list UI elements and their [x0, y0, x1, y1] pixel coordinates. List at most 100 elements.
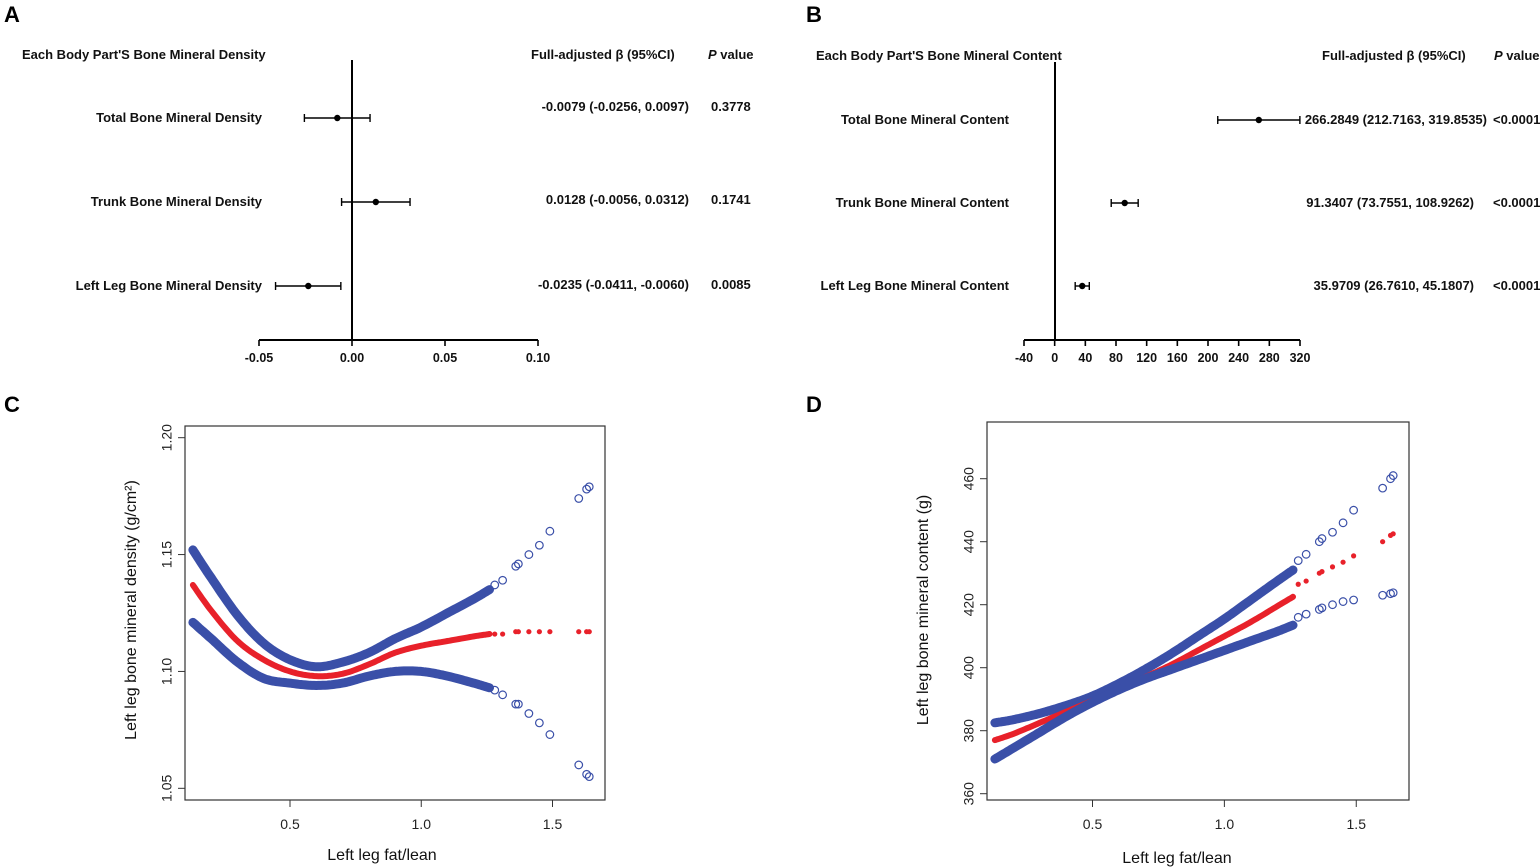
forest-b-marks-point-2	[1079, 282, 1086, 290]
smooth-c-marks-ci-point-0-3	[513, 559, 523, 569]
smooth-c-marks-ci-point-0-5	[534, 540, 544, 550]
smooth-d-marks-ci-point-2-3	[1317, 603, 1327, 613]
forest-a-row-ci-2: -0.0235 (-0.0411, -0.0060)	[538, 277, 689, 292]
smooth-c-ylabel: Left leg bone mineral density (g/cm²)	[123, 480, 140, 740]
forest-b-marks-tick-label-6: 200	[1198, 351, 1219, 365]
smooth-c-marks-series-2-ci	[188, 617, 494, 693]
forest-a-row-p-0: 0.3778	[711, 99, 751, 114]
forest-b-marks-tick-label-3: 80	[1109, 351, 1123, 365]
smooth-d-ylabel: Left leg bone mineral content (g)	[915, 495, 932, 725]
forest-b-header-label: Each Body Part'S Bone Mineral Content	[816, 48, 1062, 63]
forest-a-header-label: Each Body Part'S Bone Mineral Density	[22, 47, 266, 62]
smooth-d-marks-ci-point-2-6	[1349, 595, 1359, 605]
smooth-d-marks-fit-point-4	[1329, 564, 1336, 570]
forest-b-marks-tick-label-4: 120	[1136, 351, 1157, 365]
smooth-c-marks-ci-point-2-5	[534, 718, 544, 728]
smooth-d-marks-ci-point-0-5	[1338, 518, 1348, 528]
smooth-d-marks-y-tick-label-3: 420	[961, 593, 977, 617]
smooth-c-marks-ci-point-2-3	[513, 699, 523, 709]
smooth-c-plot-frame	[184, 425, 606, 801]
smooth-c-marks-y-tick-label-3: 1.20	[159, 424, 175, 451]
smooth-c-marks-ci-point-2-0	[490, 685, 500, 695]
forest-b-marks-tick-label-8: 280	[1259, 351, 1280, 365]
smooth-c-marks-fit-point-4	[526, 629, 532, 635]
smooth-c-marks-x-tick-label-2: 1.5	[543, 816, 563, 832]
forest-a-row-label-2: Left Leg Bone Mineral Density	[76, 278, 263, 293]
smooth-d-marks-y-tick-label-5: 460	[961, 467, 977, 491]
smooth-c-marks-fit-point-3	[515, 629, 521, 635]
smooth-d-marks-ci-point-2-7	[1378, 590, 1388, 600]
forest-b-row-p-0: <0.0001	[1493, 112, 1540, 127]
forest-b-row-ci-1: 91.3407 (73.7551, 108.9262)	[1306, 195, 1474, 210]
smooth-d-marks-ci-point-2-1	[1301, 609, 1311, 619]
smooth-c-marks-ci-point-2-1	[498, 690, 508, 700]
smooth-curve-bmc: Left leg fat/lean Left leg bone mineral …	[915, 421, 1410, 867]
smooth-d-marks-ci-point-0-1	[1301, 549, 1311, 559]
smooth-d-marks-ci-point-0-7	[1378, 483, 1388, 493]
smooth-d-marks-y-tick-label-1: 380	[961, 719, 977, 743]
forest-b-marks-point-1	[1121, 199, 1128, 207]
forest-a-row-ci-1: 0.0128 (-0.0056, 0.0312)	[546, 192, 689, 207]
smooth-c-marks-fit-point-6	[547, 629, 553, 635]
forest-a-row-label-0: Total Bone Mineral Density	[96, 110, 263, 125]
smooth-c-marks-y-tick-label-2: 1.15	[159, 541, 175, 568]
smooth-c-marks-ci-point-0-8	[582, 484, 592, 494]
smooth-d-marks-fit-point-7	[1380, 539, 1386, 545]
smooth-c-marks-fit-point-9	[586, 629, 592, 635]
smooth-d-marks-ci-point-2-9	[1388, 588, 1398, 598]
smooth-d-marks-fit-point-9	[1390, 531, 1396, 537]
smooth-d-plot-frame	[986, 421, 1410, 801]
smooth-d-marks-fit-point-3	[1319, 569, 1325, 575]
forest-b-row-label-1: Trunk Bone Mineral Content	[836, 195, 1010, 210]
forest-a-header-p: P value	[708, 47, 754, 62]
smooth-c-marks-series-1-fit	[189, 582, 493, 680]
smooth-d-marks-fit-point-0	[1295, 581, 1301, 587]
smooth-d-marks-ci-point-0-4	[1328, 527, 1337, 537]
smooth-c-marks-ci-point-0-9	[584, 482, 594, 492]
smooth-d-marks-ci-point-0-6	[1349, 505, 1359, 515]
forest-a-marks-tick-label-1: 0.00	[340, 351, 364, 365]
smooth-c-marks-y-tick-label-0: 1.05	[159, 774, 175, 801]
smooth-c-marks-fit-point-5	[536, 629, 542, 635]
smooth-c-marks-x-tick-label-1: 1.0	[412, 816, 432, 832]
smooth-d-marks-x-tick-label-2: 1.5	[1347, 816, 1367, 832]
forest-b-marks-tick-label-1: 0	[1051, 351, 1058, 365]
smooth-c-marks-fit-point-7	[576, 629, 582, 635]
forest-b-header-p: P value	[1494, 48, 1540, 63]
forest-a-row-p-1: 0.1741	[711, 192, 751, 207]
smooth-d-marks-ci-point-2-0	[1293, 612, 1303, 622]
smooth-c-marks-ci-point-0-6	[545, 526, 555, 536]
smooth-d-marks-fit-point-1	[1303, 578, 1309, 584]
smooth-d-marks-series-0-ci	[990, 565, 1298, 728]
smooth-d-marks-ci-point-2-5	[1338, 597, 1348, 606]
smooth-d-marks-y-tick-label-0: 360	[961, 782, 977, 806]
panel-label-b: B	[806, 2, 822, 27]
forest-a-header-beta: Full-adjusted β (95%CI)	[531, 47, 675, 62]
forest-b-row-ci-2: 35.9709 (26.7610, 45.1807)	[1314, 278, 1474, 293]
forest-a-marks-tick-label-2: 0.05	[433, 351, 457, 365]
forest-b-row-ci-0: 266.2849 (212.7163, 319.8535)	[1305, 112, 1487, 127]
forest-a-row-ci-0: -0.0079 (-0.0256, 0.0097)	[542, 99, 689, 114]
forest-a-row-p-2: 0.0085	[711, 277, 751, 292]
smooth-c-marks-ci-point-2-2	[511, 699, 521, 709]
forest-b-marks-point-0	[1255, 116, 1263, 124]
forest-b-marks-tick-label-5: 160	[1167, 351, 1188, 365]
smooth-c-marks-ci-point-0-2	[511, 561, 521, 571]
forest-b-row-p-1: <0.0001	[1493, 195, 1540, 210]
smooth-d-marks-fit-point-5	[1340, 559, 1346, 565]
forest-b-marks-tick-label-2: 40	[1078, 351, 1092, 365]
forest-a-marks-tick-label-3: 0.10	[526, 351, 550, 365]
forest-plot-bmc: Each Body Part'S Bone Mineral Content Fu…	[816, 48, 1540, 365]
smooth-d-marks-ci-point-0-3	[1317, 534, 1327, 543]
smooth-d-marks-ci-point-2-4	[1328, 600, 1337, 610]
smooth-c-marks-x-tick-label-0: 0.5	[280, 816, 300, 832]
smooth-d-marks-fit-point-6	[1351, 553, 1357, 559]
smooth-d-marks-series-2-ci	[990, 620, 1298, 764]
smooth-c-marks-fit-point-0	[492, 631, 498, 637]
smooth-c-marks-ci-point-0-1	[498, 575, 508, 585]
forest-b-row-label-2: Left Leg Bone Mineral Content	[821, 278, 1010, 293]
smooth-d-marks-x-tick-label-0: 0.5	[1083, 816, 1103, 832]
smooth-c-marks-ci-point-2-7	[574, 760, 584, 770]
forest-a-marks-point-2	[305, 282, 312, 290]
